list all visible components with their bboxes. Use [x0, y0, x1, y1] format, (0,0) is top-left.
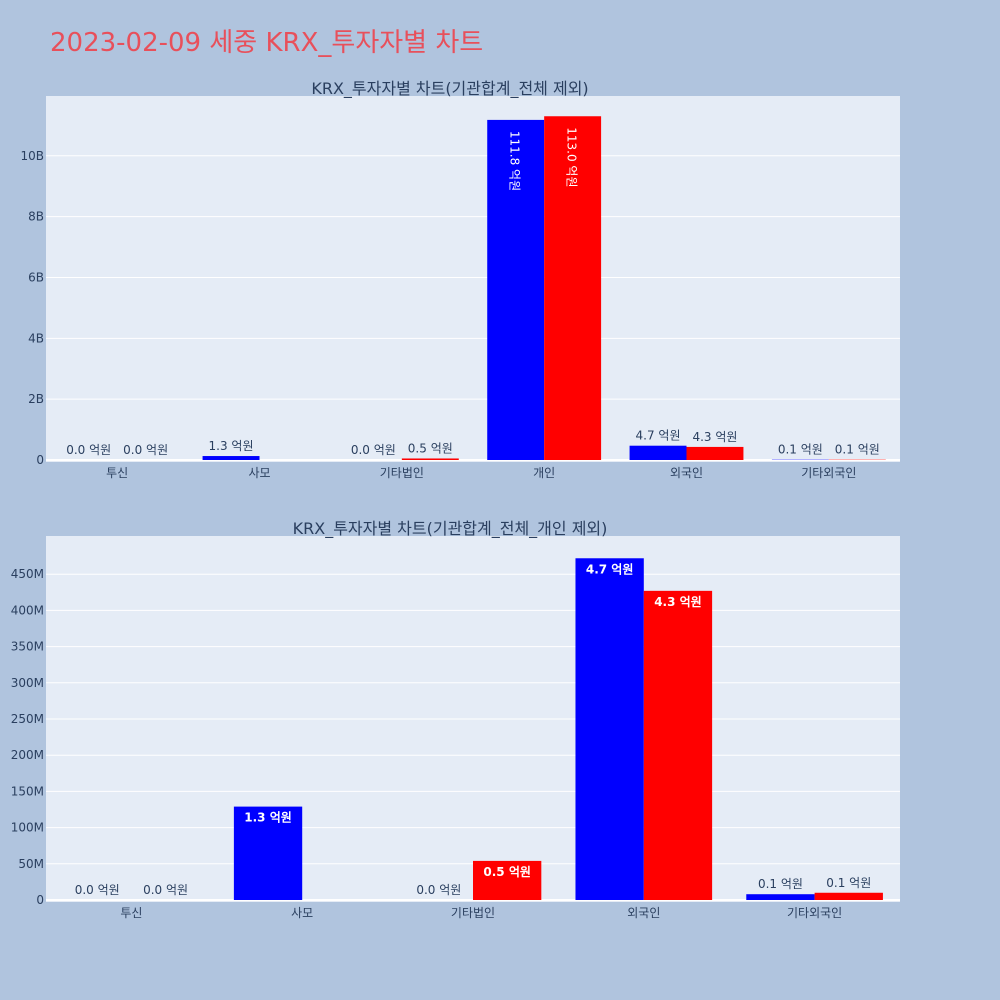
data-label: 4.7 억원 [636, 429, 681, 443]
bar [746, 894, 815, 900]
data-label: 0.0 억원 [351, 443, 396, 457]
y-tick-label: 450M [11, 567, 44, 581]
y-tick-label: 250M [11, 712, 44, 726]
data-label: 0.5 억원 [483, 865, 531, 879]
chart-title: KRX_투자자별 차트(기관합계_전체_개인 제외) [293, 519, 608, 539]
data-label: 0.1 억원 [778, 443, 823, 457]
y-tick-label: 10B [20, 149, 44, 163]
y-tick-label: 0 [36, 893, 44, 907]
x-tick-label: 기타외국인 [801, 466, 856, 480]
data-label: 0.0 억원 [123, 443, 168, 457]
y-tick-label: 200M [11, 748, 44, 762]
y-tick-label: 0 [36, 453, 44, 467]
page-title: 2023-02-09 세중 KRX_투자자별 차트 [50, 28, 484, 58]
x-tick-label: 개인 [533, 466, 555, 480]
data-label: 0.0 억원 [143, 883, 188, 897]
bar [629, 445, 687, 460]
y-tick-label: 100M [11, 821, 44, 835]
bar [202, 456, 260, 460]
y-tick-label: 150M [11, 784, 44, 798]
x-tick-label: 사모 [248, 466, 270, 480]
x-tick-label: 투신 [120, 906, 142, 920]
x-tick-label: 사모 [291, 906, 313, 920]
chart-excluding-individuals: KRX_투자자별 차트(기관합계_전체_개인 제외) 0 50M 100M 150M 20… [11, 519, 900, 920]
data-label: 0.0 억원 [416, 883, 461, 897]
y-tick-label: 6B [28, 270, 44, 284]
x-tick-label: 기타법인 [451, 906, 495, 920]
y-tick-label: 350M [11, 640, 44, 654]
data-label: 1.3 억원 [244, 811, 292, 825]
bar [575, 558, 644, 900]
bar [401, 458, 459, 460]
x-tick-label: 외국인 [670, 466, 703, 480]
bar [473, 860, 542, 900]
x-tick-label: 외국인 [627, 906, 660, 920]
y-tick-label: 400M [11, 603, 44, 617]
bar [686, 446, 744, 460]
data-label: 4.3 억원 [654, 595, 702, 609]
bar [814, 892, 883, 900]
data-label: 0.0 억원 [66, 443, 111, 457]
bar [233, 806, 303, 900]
data-label: 0.1 억원 [835, 443, 880, 457]
data-label: 0.1 억원 [826, 876, 871, 890]
x-tick-label: 기타외국인 [787, 906, 842, 920]
bar [544, 116, 602, 460]
data-label: 0.1 억원 [758, 877, 803, 891]
data-label: 1.3 억원 [209, 439, 254, 453]
data-label: 4.3 억원 [692, 430, 737, 444]
y-tick-label: 50M [18, 857, 44, 871]
y-tick-label: 8B [28, 210, 44, 224]
y-tick-label: 300M [11, 676, 44, 690]
data-label: 0.0 억원 [75, 883, 120, 897]
data-label: 111.8 억원 [508, 131, 522, 191]
data-label: 113.0 억원 [565, 127, 579, 187]
y-tick-label: 2B [28, 392, 44, 406]
chart-all-investors: KRX_투자자별 차트(기관합계_전체 제외) 0 2B 4B 6B 8B 10B 투신 0.0… [20, 79, 900, 480]
bar [487, 119, 545, 460]
x-tick-label: 투신 [106, 466, 128, 480]
y-tick-label: 4B [28, 331, 44, 345]
bar [643, 590, 713, 900]
data-label: 0.5 억원 [408, 441, 453, 455]
chart-title: KRX_투자자별 차트(기관합계_전체 제외) [311, 79, 588, 99]
x-tick-label: 기타법인 [380, 466, 424, 480]
plot-area [46, 96, 900, 462]
data-label: 4.7 억원 [586, 562, 634, 576]
